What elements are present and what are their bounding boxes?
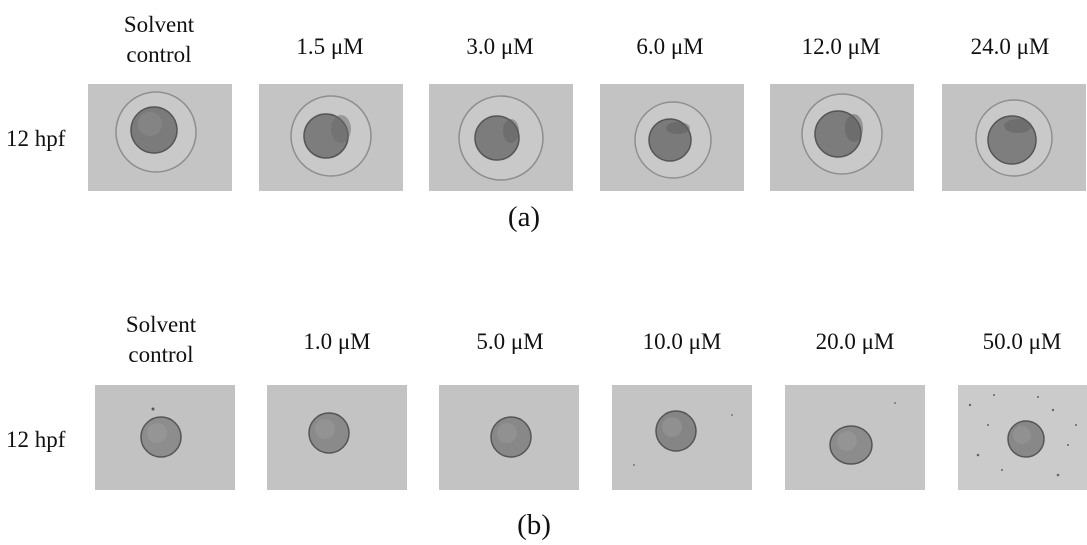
row-label-a: 12 hpf [6, 126, 66, 151]
row-label-b: 12 hpf [6, 427, 66, 452]
panel-caption-a: (a) [507, 201, 541, 233]
embryo-image-a-4 [770, 84, 914, 191]
embryo-image-a-1 [259, 84, 403, 191]
column-label-b-2: 5.0 μM [476, 329, 544, 354]
embryo-illustration [95, 385, 235, 490]
column-label-b-0: Solvent control [125, 312, 197, 367]
embryo-image-a-0 [88, 84, 232, 191]
column-label-b-4: 20.0 μM [815, 329, 895, 354]
embryo-illustration [267, 385, 407, 490]
embryo-illustration [259, 84, 403, 191]
embryo-image-b-0 [95, 385, 235, 490]
column-label-a-3: 6.0 μM [636, 34, 704, 59]
embryo-illustration [429, 84, 573, 191]
embryo-illustration [439, 385, 579, 490]
embryo-illustration [958, 385, 1087, 490]
embryo-image-b-1 [267, 385, 407, 490]
embryo-illustration [88, 84, 232, 191]
column-label-a-4: 12.0 μM [801, 34, 881, 59]
column-label-a-2: 3.0 μM [466, 34, 534, 59]
embryo-illustration [785, 385, 925, 490]
embryo-image-b-2 [439, 385, 579, 490]
panel-caption-b: (b) [517, 509, 551, 541]
column-label-a-1: 1.5 μM [296, 34, 364, 59]
column-label-a-5: 24.0 μM [970, 34, 1050, 59]
embryo-illustration [942, 84, 1086, 191]
embryo-image-a-3 [600, 84, 744, 191]
embryo-image-b-4 [785, 385, 925, 490]
embryo-illustration [600, 84, 744, 191]
column-label-b-1: 1.0 μM [303, 329, 371, 354]
embryo-image-a-5 [942, 84, 1086, 191]
embryo-image-a-2 [429, 84, 573, 191]
column-label-a-0: Solvent control [123, 12, 195, 67]
column-label-b-5: 50.0 μM [982, 329, 1062, 354]
embryo-illustration [612, 385, 752, 490]
column-label-b-3: 10.0 μM [642, 329, 722, 354]
embryo-image-b-5 [958, 385, 1087, 490]
embryo-image-b-3 [612, 385, 752, 490]
embryo-illustration [770, 84, 914, 191]
